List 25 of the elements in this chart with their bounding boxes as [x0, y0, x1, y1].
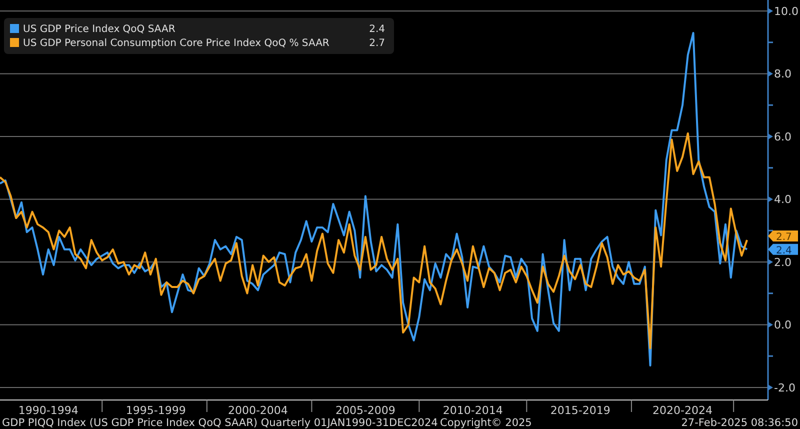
- x-tick-label: 2020-2024: [652, 404, 712, 417]
- text: GDP PIQQ Index (US GDP Price Index QoQ SAAR) Quarterly 01JAN1990-31DEC2024: [2, 417, 438, 429]
- text: Copyright© 2025: [440, 417, 532, 429]
- annotation: 2.7: [369, 38, 385, 49]
- x-tick-label: 2005-2009: [335, 404, 396, 417]
- y-tick-label: -2.0: [774, 381, 796, 394]
- y-tick-label: 2.0: [774, 256, 792, 269]
- x-tick-label: 1995-1999: [126, 404, 186, 417]
- annotation: 2.4: [369, 24, 385, 35]
- line-series: [0, 132, 748, 350]
- x-tick-label: 2010-2014: [442, 404, 503, 417]
- y-tick-label: 10.0: [774, 4, 798, 18]
- legend-label: US GDP Price Index QoQ SAAR: [23, 24, 176, 35]
- y-tick-label: 8.0: [774, 68, 792, 81]
- x-tick-label: 1990-1994: [18, 404, 78, 417]
- text: 2.4: [776, 245, 792, 256]
- y-tick-label: 0.0: [774, 318, 792, 332]
- line-series: [0, 32, 748, 366]
- text: 2.7: [776, 232, 792, 243]
- legend-label: US GDP Personal Consumption Core Price Index QoQ % SAAR: [23, 38, 330, 49]
- y-tick-label: 4.0: [774, 193, 792, 206]
- x-tick-label: 2000-2004: [228, 404, 288, 417]
- y-tick-label: 6.0: [774, 130, 792, 144]
- x-tick-label: 2015-2019: [550, 404, 610, 417]
- text: 27-Feb-2025 08:36:50: [681, 417, 798, 429]
